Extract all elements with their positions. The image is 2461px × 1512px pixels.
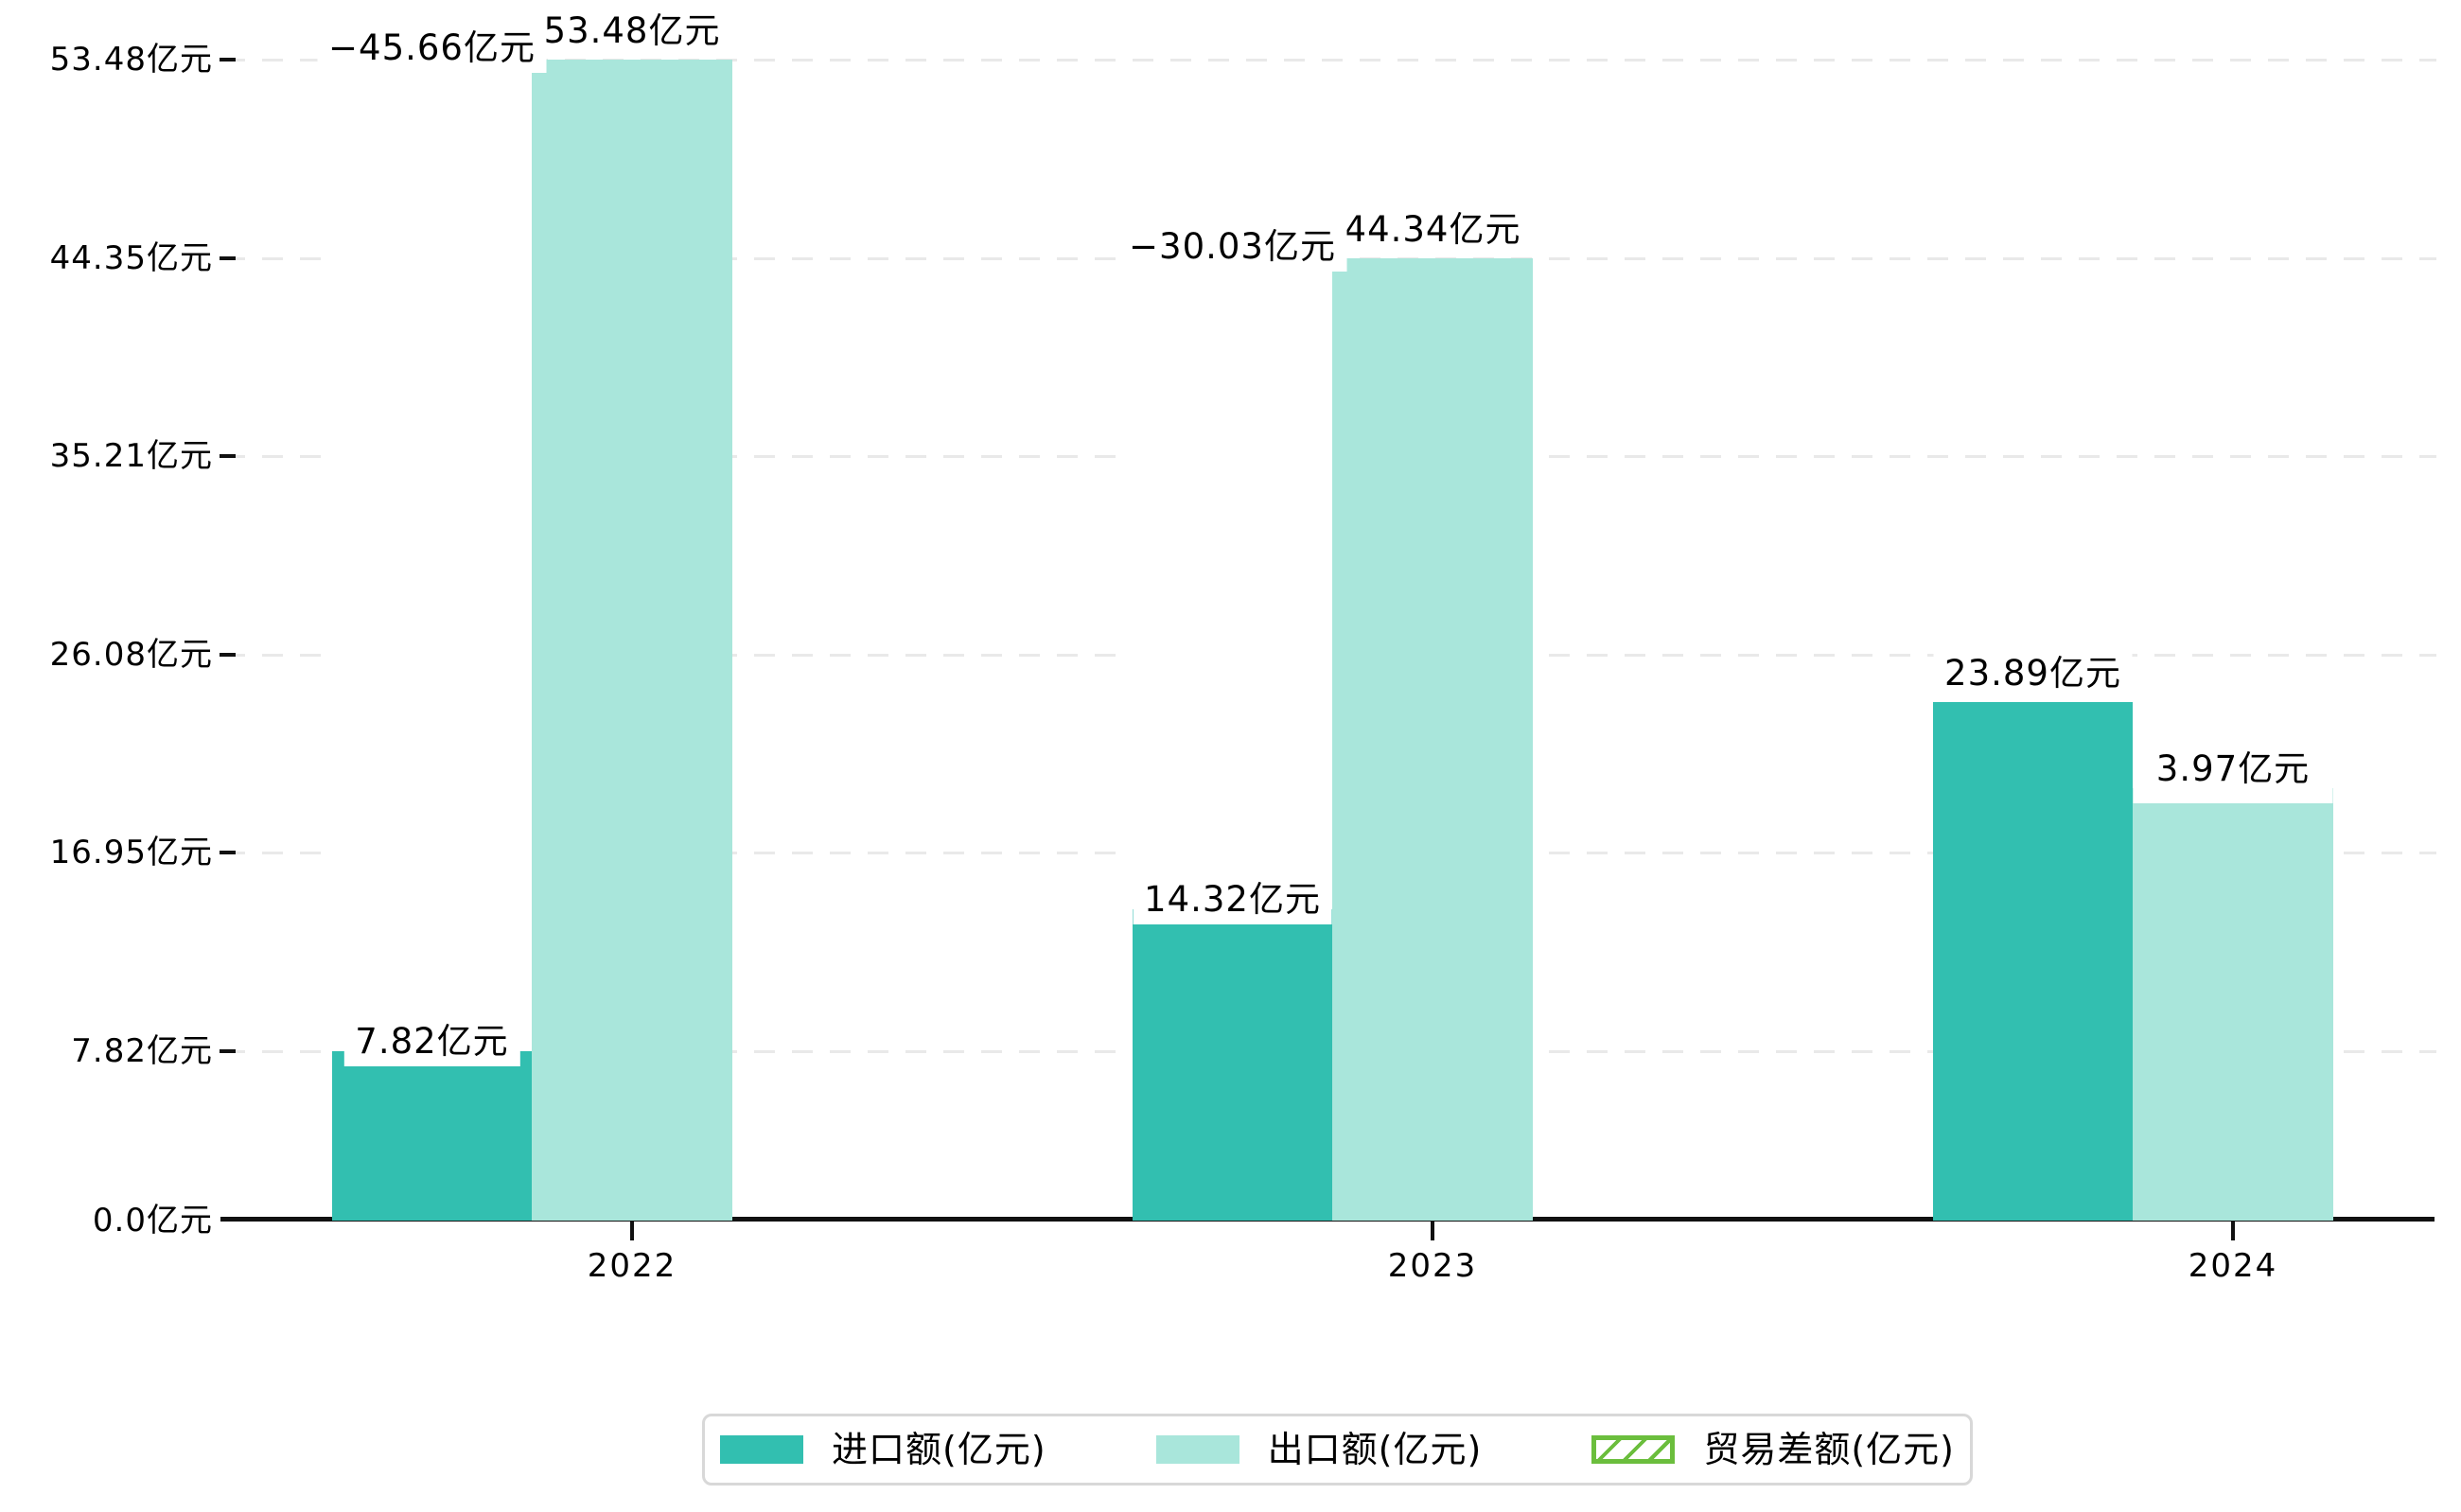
y-axis-tick — [220, 255, 236, 260]
green-hatched-swatch — [1591, 1435, 1676, 1464]
x-tick-label: 2022 — [587, 1247, 677, 1285]
x-tick-label: 2023 — [1387, 1247, 1478, 1285]
bar-import — [1932, 701, 2134, 1221]
x-axis-tick — [630, 1222, 634, 1240]
bar-label-trade-balance: 3.97亿元 — [2144, 745, 2322, 795]
legend-label-balance: 贸易差额(亿元) — [1703, 1429, 1955, 1470]
y-axis-tick — [220, 851, 236, 855]
bar-label-import: 7.82亿元 — [343, 1016, 520, 1066]
solid-teal-swatch — [720, 1435, 803, 1464]
y-axis-tick — [220, 652, 236, 657]
x-axis-tick — [1431, 1222, 1434, 1240]
y-tick-label: 44.35亿元 — [49, 238, 213, 277]
y-tick-label: 16.95亿元 — [49, 834, 213, 872]
bar-label-import: 14.32亿元 — [1133, 875, 1332, 925]
bar-export — [532, 60, 732, 1221]
solid-light-swatch — [1155, 1435, 1239, 1464]
bar-label-import: 23.89亿元 — [1933, 648, 2133, 698]
legend-item-balance: 贸易差额(亿元) — [1591, 1428, 1955, 1471]
grid-line — [224, 59, 2436, 62]
bar-label-export: 53.48亿元 — [532, 7, 732, 57]
y-tick-label: 35.21亿元 — [49, 437, 213, 476]
bar-export — [2133, 788, 2333, 1221]
bar-trade-balance-hatched — [1132, 257, 1333, 910]
y-tick-label: 7.82亿元 — [71, 1031, 213, 1070]
legend-label-import: 进口额(亿元) — [832, 1429, 1046, 1470]
bar-import — [331, 1050, 533, 1221]
bar-label-export: 44.34亿元 — [1332, 204, 1533, 255]
y-axis-tick — [220, 454, 236, 459]
x-tick-label: 2024 — [2188, 1247, 2278, 1285]
y-axis-tick — [220, 58, 236, 62]
y-tick-label: 0.0亿元 — [92, 1202, 213, 1239]
chart-legend: 进口额(亿元) 出口额(亿元) 贸易差额(亿元) — [702, 1414, 1973, 1486]
y-axis-tick — [220, 1048, 236, 1053]
bar-export — [1332, 257, 1533, 1221]
bar-label-trade-balance: −45.66亿元 — [317, 24, 547, 74]
bar-label-trade-balance: −30.03亿元 — [1117, 221, 1347, 272]
legend-item-export: 出口额(亿元) — [1155, 1428, 1483, 1471]
bar-trade-balance-hatched — [331, 60, 533, 1051]
y-tick-label: 26.08亿元 — [49, 635, 213, 674]
legend-label-export: 出口额(亿元) — [1267, 1429, 1483, 1470]
bar-import — [1132, 909, 1333, 1221]
legend-item-import: 进口额(亿元) — [720, 1428, 1046, 1471]
x-axis-tick — [2231, 1222, 2235, 1240]
y-tick-label: 53.48亿元 — [49, 41, 213, 79]
